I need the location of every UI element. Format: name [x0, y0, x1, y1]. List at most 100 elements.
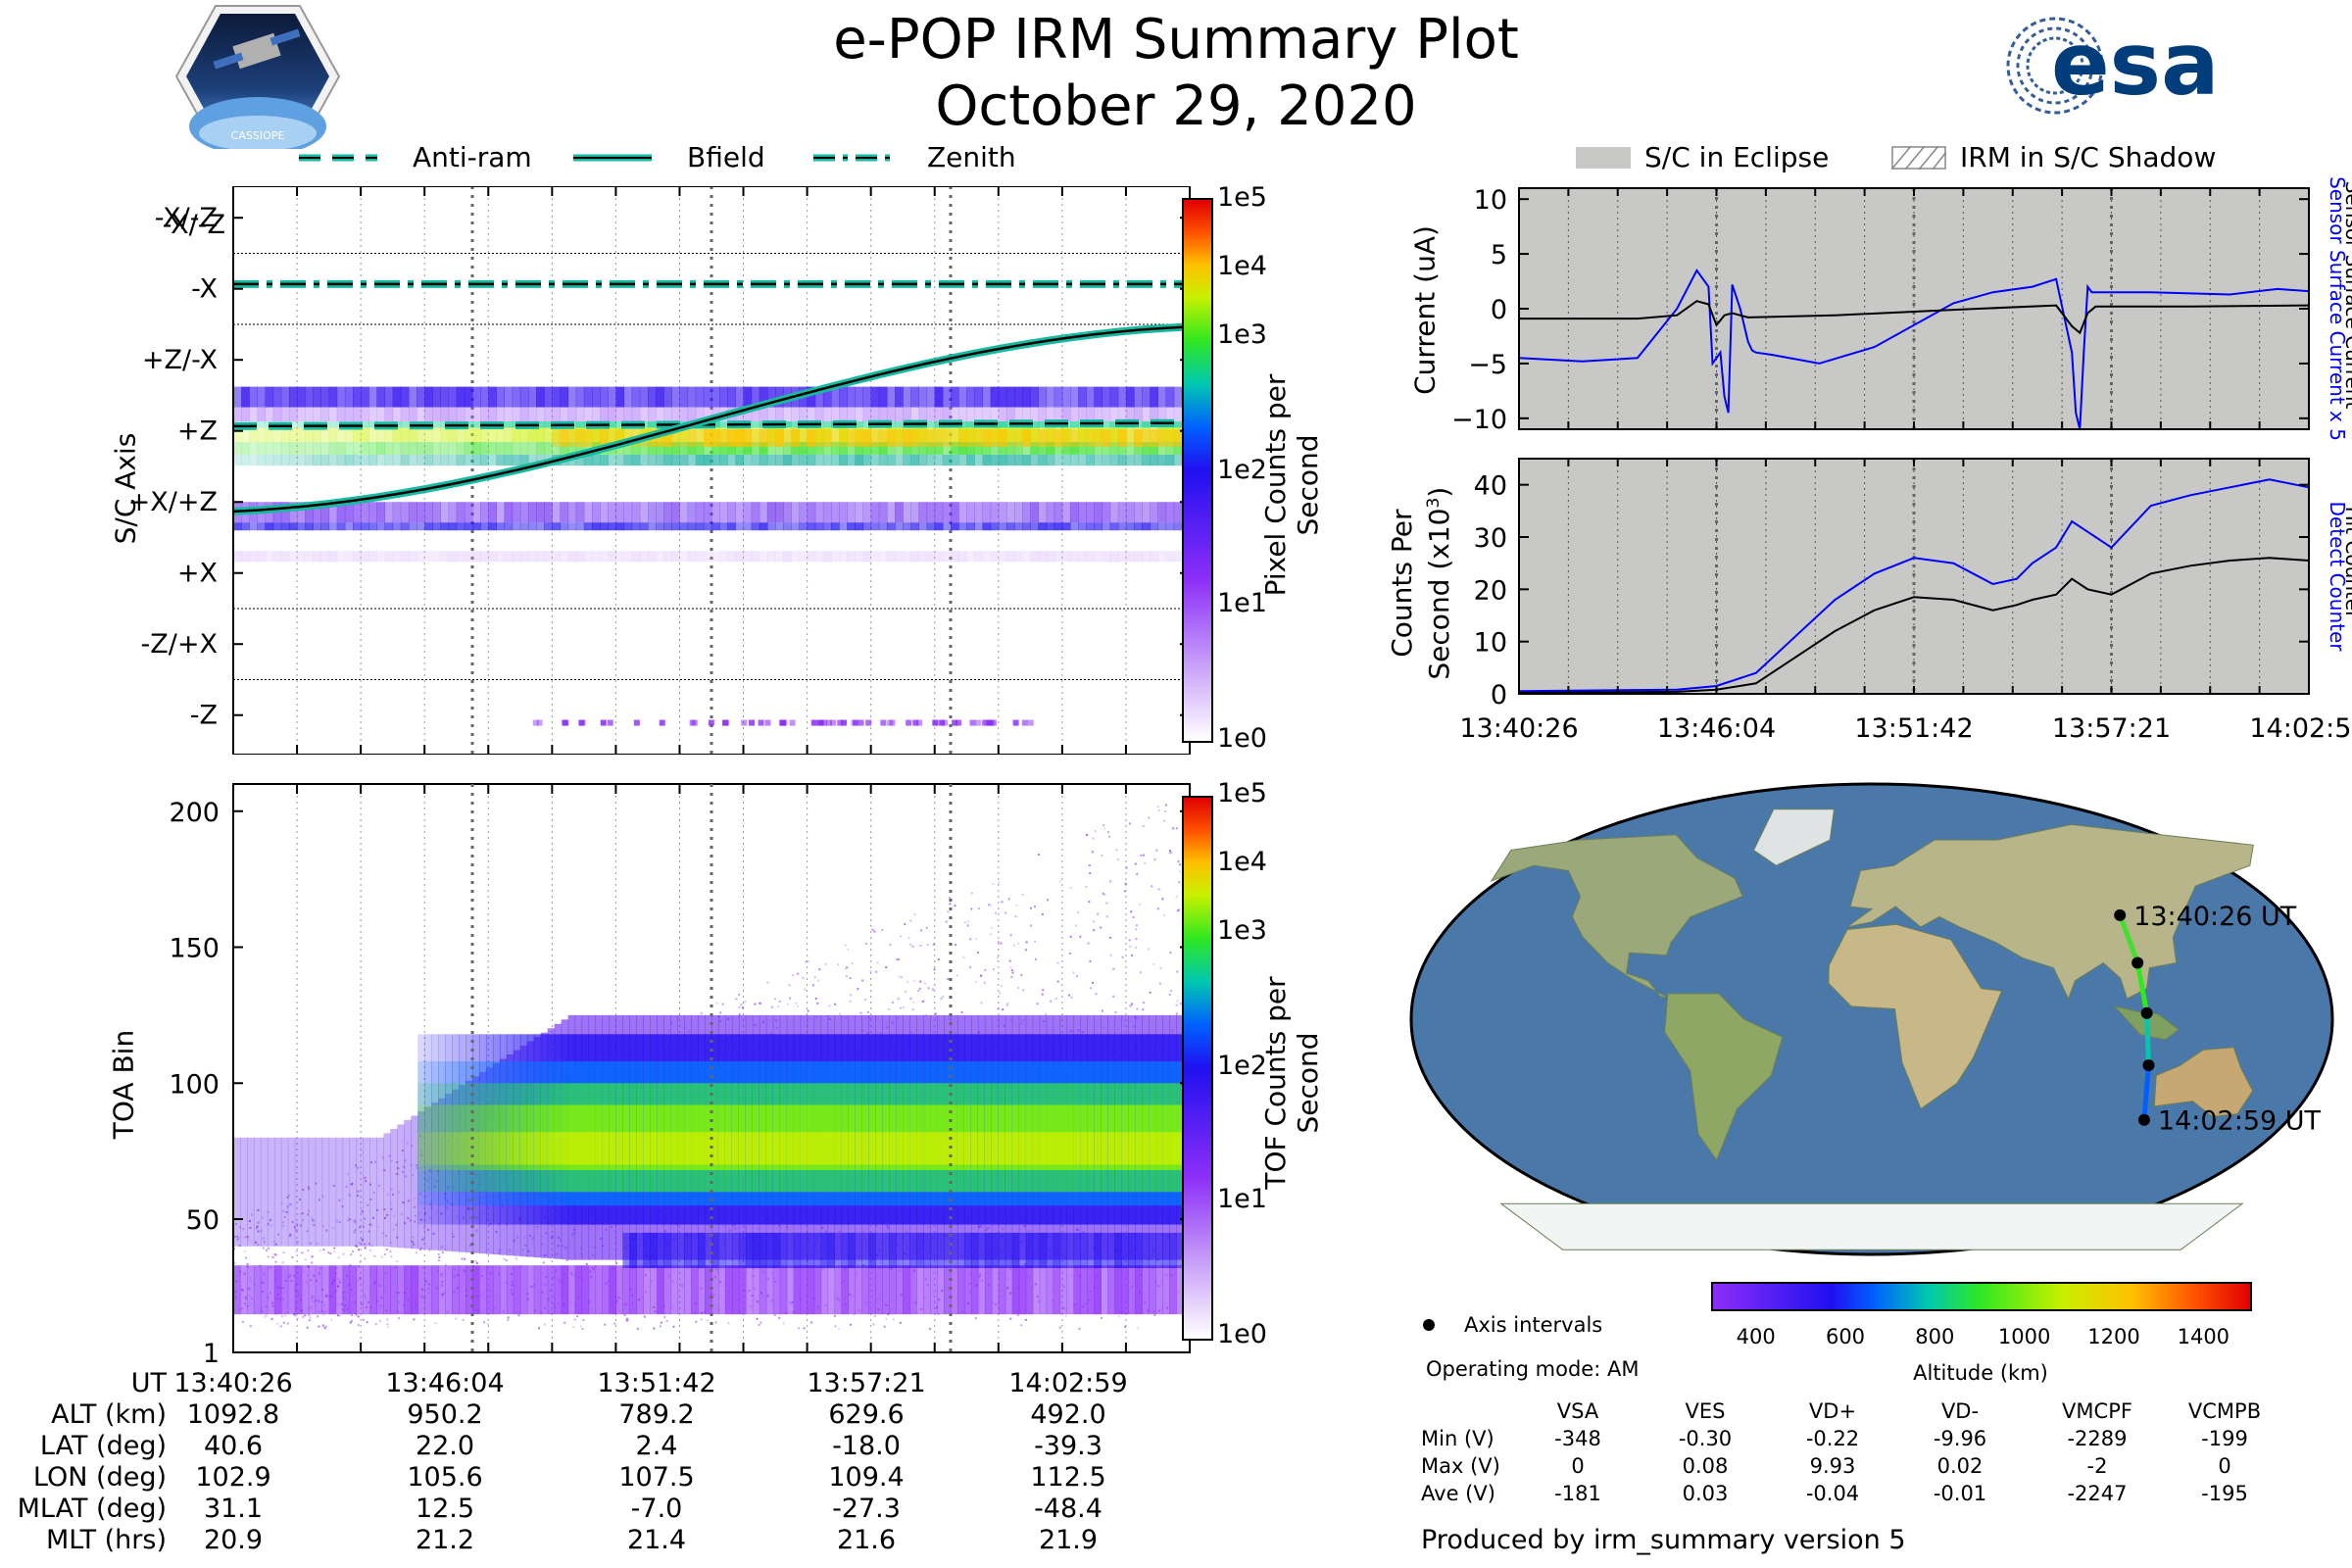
heatmap-cell [327, 1251, 330, 1254]
heatmap-cell [424, 1061, 432, 1206]
heatmap-cell [743, 454, 753, 466]
heatmap-cell [1173, 429, 1183, 447]
heatmap-cell [743, 386, 753, 408]
heatmap-cell [438, 1083, 446, 1193]
heatmap-cell [1025, 1232, 1034, 1268]
heatmap-cell [1156, 907, 1159, 910]
heatmap-cell [239, 1265, 248, 1315]
heatmap-cell [397, 1167, 400, 1170]
heatmap-cell [353, 551, 362, 563]
heatmap-cell [1173, 502, 1183, 523]
series-line [1518, 557, 2310, 694]
heatmap-cell [719, 454, 728, 466]
heatmap-cell [687, 429, 697, 447]
heatmap-cell [445, 1263, 448, 1266]
heatmap-cell [1142, 502, 1151, 523]
heatmap-cell [918, 454, 928, 466]
heatmap-cell [353, 1231, 356, 1234]
ephemeris-cell: 13:40:26 [173, 1368, 293, 1398]
heatmap-cell [926, 442, 936, 455]
heatmap-cell [758, 1324, 760, 1327]
heatmap-cell [415, 1251, 417, 1254]
legend-bfield-label: Bfield [687, 141, 765, 173]
heatmap-cell [982, 407, 992, 422]
heatmap-cell [301, 1212, 304, 1215]
heatmap-cell [1039, 1232, 1048, 1268]
heatmap-cell [954, 944, 956, 947]
heatmap-cell [364, 1247, 367, 1250]
heatmap-cell [1039, 1265, 1048, 1315]
heatmap-cell [464, 502, 473, 523]
heatmap-cell [773, 1313, 776, 1316]
heatmap-cell [450, 1203, 453, 1206]
heatmap-cell [368, 427, 377, 442]
heatmap-cell [1061, 522, 1071, 531]
heatmap-cell [623, 442, 633, 455]
heatmap-cell [288, 421, 298, 428]
heatmap-cell [839, 522, 848, 531]
heatmap-cell [260, 1265, 269, 1315]
heatmap-cell [372, 1192, 375, 1195]
heatmap-cell [759, 502, 768, 523]
track-segment [2117, 914, 2140, 964]
heatmap-cell [1156, 806, 1159, 808]
heatmap-cell [512, 522, 521, 531]
voltage-header: VD+ [1808, 1399, 1857, 1423]
heatmap-cell [552, 429, 561, 447]
heatmap-cell [1173, 551, 1183, 563]
heatmap-cell [305, 442, 314, 455]
heatmap-cell [772, 1265, 781, 1315]
heatmap-cell [1125, 442, 1135, 455]
heatmap-cell [595, 1265, 604, 1315]
heatmap-cell [280, 502, 290, 523]
heatmap-cell [1022, 442, 1031, 455]
heatmap-cell [1004, 1232, 1013, 1268]
heatmap-cell [592, 407, 601, 422]
heatmap-cell [1070, 386, 1079, 408]
heatmap-cell [942, 454, 952, 466]
heatmap-cell [1152, 962, 1155, 965]
heatmap-cell [305, 427, 314, 442]
heatmap-cell [336, 427, 346, 442]
heatmap-cell [977, 1232, 986, 1268]
heatmap-cell [647, 522, 657, 531]
heatmap-cell [328, 442, 338, 455]
legend-antiram: Anti-ram [299, 141, 532, 173]
heatmap-cell [386, 1318, 389, 1321]
heatmap-cell [1061, 386, 1071, 408]
heatmap-cell [466, 1104, 473, 1171]
heatmap-cell [272, 386, 282, 408]
heatmap-cell [392, 1228, 395, 1231]
heatmap-cell [328, 427, 338, 442]
heatmap-cell [647, 407, 657, 422]
heatmap-cell [1046, 502, 1055, 523]
heatmap-cell [974, 386, 984, 408]
heatmap-cell [567, 1132, 576, 1165]
heatmap-cell [312, 1219, 315, 1222]
heatmap-cell [1102, 421, 1111, 428]
heatmap-cell [257, 1243, 260, 1246]
heatmap-cell [499, 1104, 508, 1171]
heatmap-cell [958, 551, 967, 563]
heatmap-cell [1022, 386, 1031, 408]
heatmap-cell [743, 442, 753, 455]
heatmap-cell [355, 1313, 358, 1316]
heatmap-cell [751, 454, 760, 466]
heatmap-cell [1157, 454, 1167, 466]
heatmap-cell [717, 1232, 726, 1268]
heatmap-cell [444, 1193, 447, 1196]
heatmap-cell [889, 943, 892, 946]
heatmap-cell [917, 990, 920, 993]
heatmap-cell [1157, 888, 1160, 891]
heatmap-cell [1157, 429, 1167, 447]
heatmap-cell [974, 502, 984, 523]
heatmap-cell [465, 1166, 467, 1169]
heatmap-cell [376, 1225, 379, 1228]
counts-ylabel: Counts Per Second (x103) [1386, 475, 1455, 691]
heatmap-cell [963, 921, 966, 924]
heatmap-cell [1011, 1232, 1020, 1268]
heatmap-cell [791, 442, 800, 455]
heatmap-cell [923, 982, 926, 985]
heatmap-cell [440, 502, 450, 523]
heatmap-cell [540, 1132, 549, 1165]
